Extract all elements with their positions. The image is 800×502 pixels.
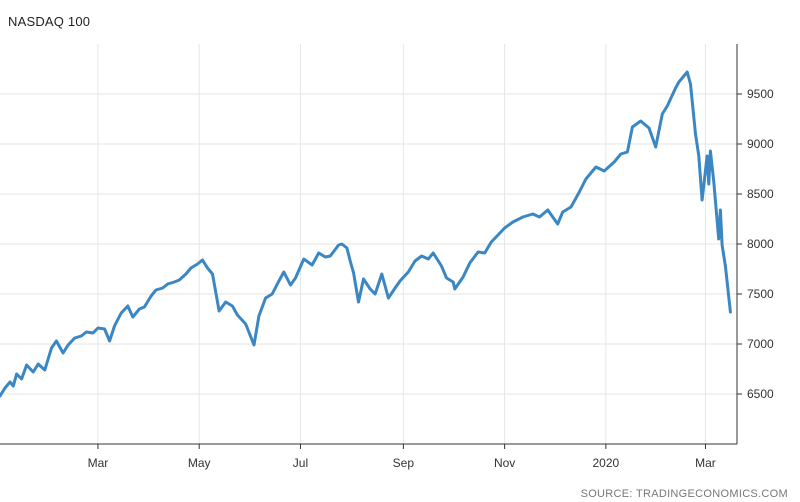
- x-tick-label: Nov: [494, 456, 515, 470]
- x-tick-label: May: [188, 456, 211, 470]
- y-tick-label: 9000: [747, 137, 774, 151]
- chart-title: NASDAQ 100: [8, 14, 91, 29]
- axes: [0, 44, 742, 449]
- tick-labels: 6500 7000 7500 8000 8500 9000 9500 Mar May Jul Sep…: [88, 87, 774, 470]
- y-tick-label: 9500: [747, 87, 774, 101]
- x-tick-label: Mar: [695, 456, 716, 470]
- x-tick-label: Jul: [293, 456, 308, 470]
- grid: [0, 44, 737, 444]
- y-tick-label: 8000: [747, 237, 774, 251]
- source-credit: SOURCE: TRADINGECONOMICS.COM: [580, 488, 788, 500]
- x-tick-label: Mar: [88, 456, 109, 470]
- x-tick-label: 2020: [593, 456, 620, 470]
- series-line: [0, 70, 732, 398]
- y-tick-label: 6500: [747, 387, 774, 401]
- y-tick-label: 7500: [747, 287, 774, 301]
- x-tick-label: Sep: [393, 456, 415, 470]
- y-tick-label: 8500: [747, 187, 774, 201]
- y-tick-label: 7000: [747, 337, 774, 351]
- series-layer: [0, 70, 732, 398]
